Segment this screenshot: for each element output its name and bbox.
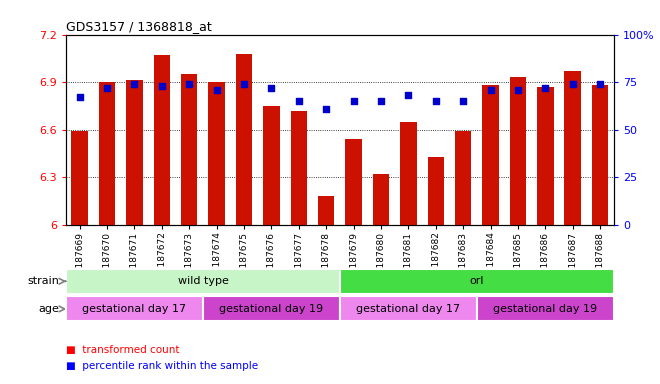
Point	[485, 87, 496, 93]
Text: strain: strain	[28, 276, 59, 286]
Bar	[203, 296, 340, 321]
Bar	[318, 196, 335, 225]
Text: gestational day 19: gestational day 19	[493, 304, 597, 314]
Bar	[263, 106, 280, 225]
Bar	[236, 54, 252, 225]
Point	[184, 81, 195, 87]
Bar	[66, 269, 340, 294]
Point	[430, 98, 441, 104]
Bar	[510, 77, 526, 225]
Point	[211, 87, 222, 93]
Text: gestational day 17: gestational day 17	[356, 304, 461, 314]
Text: gestational day 17: gestational day 17	[82, 304, 187, 314]
Bar	[66, 296, 203, 321]
Bar	[154, 55, 170, 225]
Point	[595, 81, 605, 87]
Bar	[455, 131, 471, 225]
Point	[568, 81, 578, 87]
Bar	[482, 85, 499, 225]
Bar	[209, 82, 225, 225]
Point	[540, 85, 550, 91]
Bar	[99, 82, 116, 225]
Point	[376, 98, 386, 104]
Bar	[400, 122, 416, 225]
Text: ■  transformed count: ■ transformed count	[66, 345, 180, 355]
Point	[75, 94, 85, 100]
Bar	[181, 74, 197, 225]
Point	[156, 83, 167, 89]
Bar	[477, 296, 614, 321]
Point	[266, 85, 277, 91]
Bar	[340, 269, 614, 294]
Point	[294, 98, 304, 104]
Point	[239, 81, 249, 87]
Bar	[340, 296, 477, 321]
Bar	[290, 111, 307, 225]
Text: gestational day 19: gestational day 19	[219, 304, 323, 314]
Text: wild type: wild type	[178, 276, 228, 286]
Point	[348, 98, 359, 104]
Bar	[564, 71, 581, 225]
Point	[458, 98, 469, 104]
Point	[403, 92, 414, 98]
Point	[513, 87, 523, 93]
Text: orl: orl	[470, 276, 484, 286]
Bar	[126, 81, 143, 225]
Bar	[71, 131, 88, 225]
Bar	[537, 87, 554, 225]
Bar	[345, 139, 362, 225]
Bar	[373, 174, 389, 225]
Point	[321, 106, 331, 112]
Bar	[428, 157, 444, 225]
Point	[102, 85, 112, 91]
Text: ■  percentile rank within the sample: ■ percentile rank within the sample	[66, 361, 258, 371]
Point	[129, 81, 140, 87]
Text: age: age	[38, 304, 59, 314]
Bar	[592, 85, 609, 225]
Text: GDS3157 / 1368818_at: GDS3157 / 1368818_at	[66, 20, 212, 33]
